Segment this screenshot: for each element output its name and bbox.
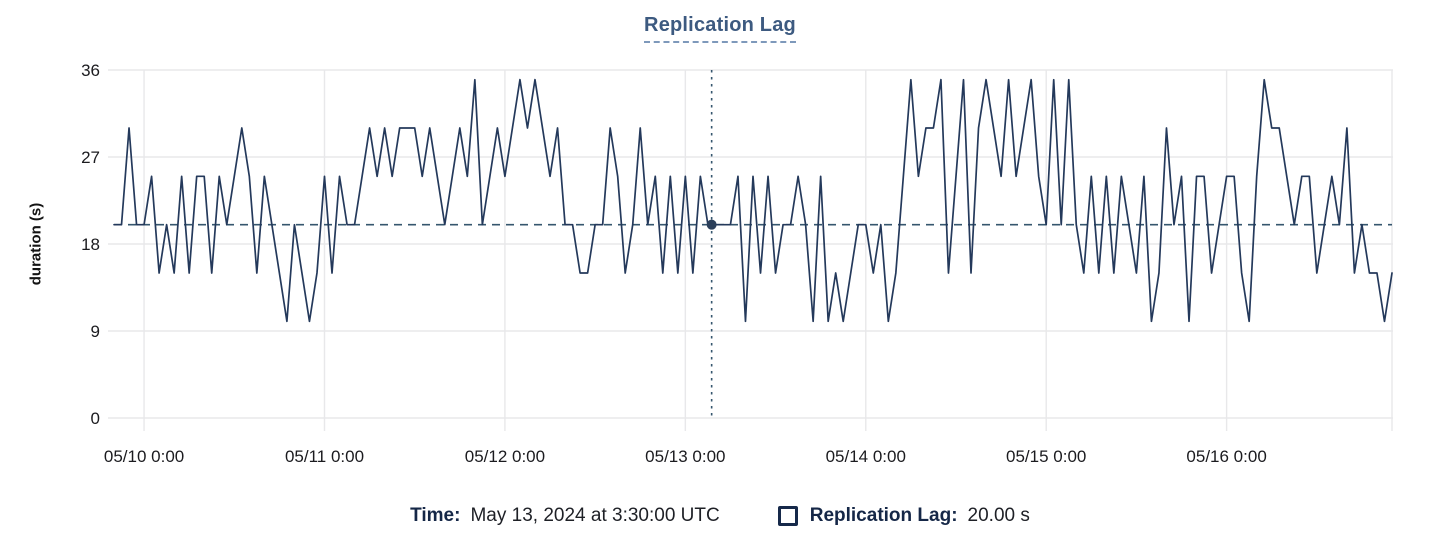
x-axis-tick-label: 05/16 0:00 [1186,447,1266,466]
chart-header: Replication Lag [0,14,1440,43]
y-axis-tick-label: 18 [81,235,100,254]
y-axis-tick-label: 27 [81,148,100,167]
crosshair-point-marker [706,219,717,230]
x-axis-tick-label: 05/14 0:00 [826,447,906,466]
y-axis-tick-label: 9 [91,322,100,341]
replication-lag-chart[interactable]: 0 9 18 27 36 05/10 0:00 05/11 0:00 05/12 0:00 05… [0,0,1440,480]
x-axis-tick-label: 05/15 0:00 [1006,447,1086,466]
legend-series-label: Replication Lag: [809,505,958,526]
x-axis-tick-label: 05/12 0:00 [465,447,545,466]
x-axis-tick-label: 05/10 0:00 [104,447,184,466]
y-axis-tick-label: 0 [91,409,100,428]
time-label: Time: [410,505,461,526]
x-axis-tick-label: 05/13 0:00 [645,447,725,466]
legend-series-value: 20.00 s [967,505,1030,526]
chart-title[interactable]: Replication Lag [644,14,796,43]
replication-lag-series-line [113,78,1393,323]
x-axis-tick-label: 05/11 0:00 [285,447,364,466]
crosshair-time-readout: Time: May 13, 2024 at 3:30:00 UTC [410,505,720,527]
legend-item-replication-lag[interactable]: Replication Lag: 20.00 s [777,505,1030,527]
legend-swatch-icon [777,506,798,526]
chart-footer: Time: May 13, 2024 at 3:30:00 UTC Replic… [0,505,1440,527]
time-value: May 13, 2024 at 3:30:00 UTC [470,505,720,526]
y-axis-tick-label: 36 [81,61,100,80]
